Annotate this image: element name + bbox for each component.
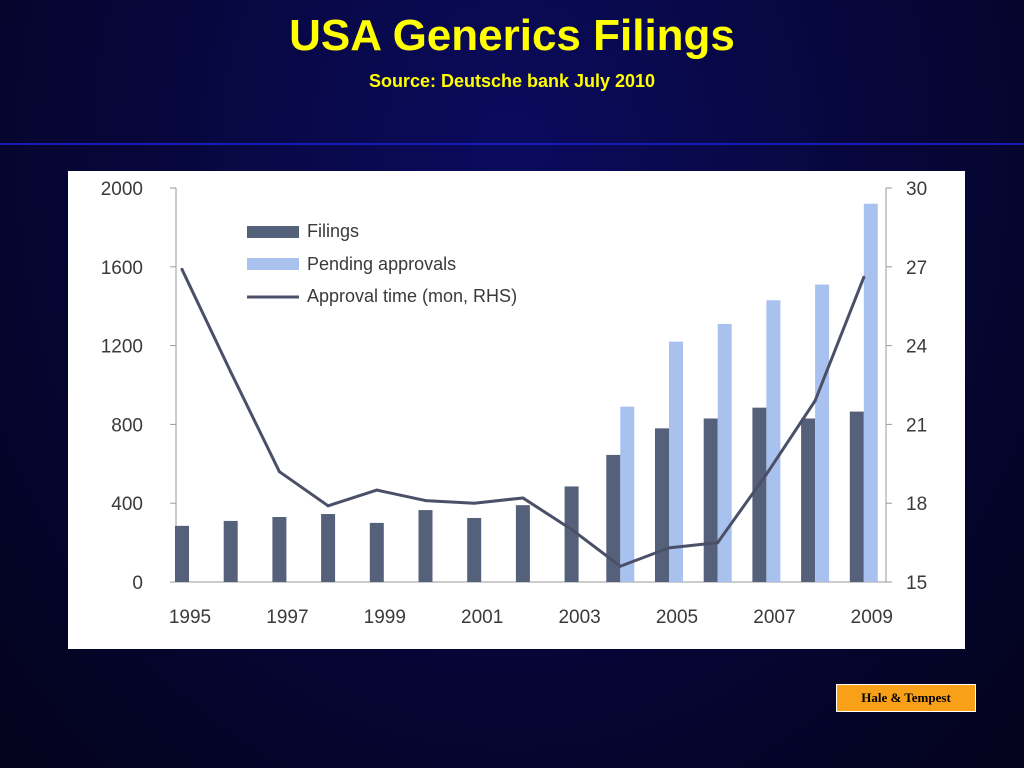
filings-bar: [175, 525, 189, 582]
filings-bar: [467, 517, 482, 582]
filings-bar: [418, 510, 433, 582]
filings-bar: [752, 407, 767, 582]
right-axis-tick-label: 24: [906, 337, 928, 358]
filings-bar: [606, 454, 621, 582]
approval-time-point: [424, 499, 427, 503]
filings-bar: [272, 516, 287, 582]
legend-label-approval-time: Approval time (mon, RHS): [307, 286, 517, 306]
footer-badge: Hale & Tempest: [836, 684, 976, 712]
slide-subtitle: Source: Deutsche bank July 2010: [368, 71, 656, 91]
right-axis-tick-label: 27: [906, 258, 927, 279]
approval-time-point: [570, 527, 574, 531]
approval-time-point: [326, 504, 330, 508]
filings-bar: [223, 520, 238, 582]
legend-label-pending-approvals: Pending approvals: [307, 254, 456, 274]
x-axis-tick-label: 1995: [169, 607, 211, 628]
left-axis-tick-label: 1200: [101, 337, 143, 358]
x-axis-tick-label: 2003: [558, 607, 600, 628]
left-axis-tick-label: 800: [111, 415, 143, 436]
filings-bar: [515, 505, 530, 582]
x-axis-tick-label: 2001: [461, 607, 503, 628]
legend-label-filings: Filings: [307, 221, 359, 241]
left-axis-tick-label: 400: [111, 494, 143, 515]
right-axis-tick-label: 18: [906, 494, 927, 515]
approval-time-point: [764, 472, 768, 476]
filings-bar: [321, 514, 336, 582]
chart-panel: 0 400 800 1200 1600 2000 15 18 21 24 27 30 1995 1997 1…: [68, 171, 965, 649]
legend-swatch-pending-approvals: [247, 258, 299, 270]
x-axis-tick-label: 2009: [851, 607, 893, 628]
left-axis-tick-label: 0: [132, 573, 143, 594]
filings-bar: [849, 411, 864, 582]
approval-time-point: [229, 370, 233, 374]
bars-layer: [175, 203, 878, 582]
pending-approvals-bar: [669, 341, 683, 582]
approval-time-point: [277, 470, 281, 474]
x-axis-tick-label: 1999: [364, 607, 406, 628]
approval-time-point: [813, 399, 817, 403]
approval-time-point: [618, 564, 622, 568]
slide-title: USA Generics Filings: [289, 11, 735, 60]
approval-time-point: [375, 488, 379, 492]
approval-time-point: [716, 541, 720, 545]
chart-svg: 0 400 800 1200 1600 2000 15 18 21 24 27 30 1995 1997 1…: [101, 179, 928, 628]
x-axis-tick-label: 2005: [656, 607, 698, 628]
pending-approvals-bar: [766, 300, 781, 582]
pending-approvals-bar: [717, 323, 732, 582]
x-axis-tick-label: 1997: [266, 607, 308, 628]
approval-time-point: [667, 546, 671, 550]
pending-approvals-bar: [863, 203, 878, 582]
left-axis-tick-label: 2000: [101, 179, 143, 200]
axes-layer: 0 400 800 1200 1600 2000 15 18 21 24 27 30 1995 1997 1…: [101, 179, 928, 628]
pending-approvals-bar: [815, 284, 830, 582]
approval-time-point: [180, 267, 184, 271]
chart-legend: Filings Pending approvals Approval time …: [247, 221, 517, 306]
filings-bar: [655, 428, 669, 582]
approval-time-point: [862, 275, 866, 279]
right-axis-tick-label: 21: [906, 415, 927, 436]
filings-bar: [703, 418, 718, 582]
filings-bar: [564, 486, 579, 582]
title-divider: [0, 143, 1024, 145]
legend-swatch-filings: [247, 226, 299, 238]
x-axis-tick-label: 2007: [753, 607, 795, 628]
approval-time-point: [472, 501, 476, 505]
pending-approvals-bar: [620, 406, 635, 582]
right-axis-tick-label: 15: [906, 573, 927, 594]
approval-time-point: [521, 496, 525, 500]
left-axis-tick-label: 1600: [101, 258, 143, 279]
filings-bar: [801, 418, 816, 582]
right-axis-tick-label: 30: [906, 179, 927, 200]
filings-bar: [369, 522, 384, 582]
line-layer: [180, 267, 866, 568]
